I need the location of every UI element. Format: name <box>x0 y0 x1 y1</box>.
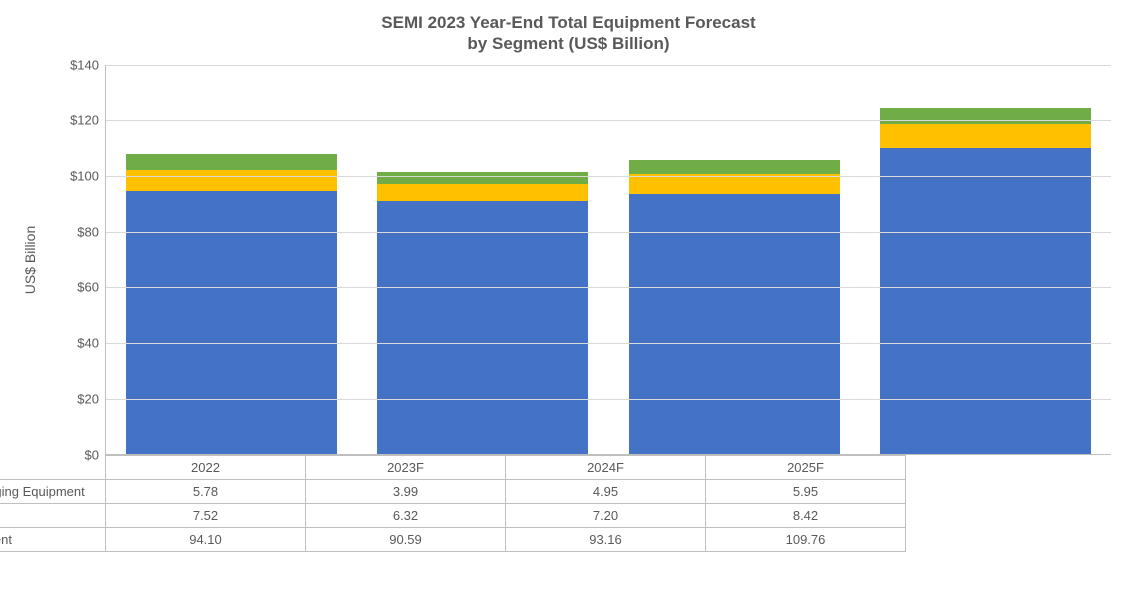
table-value-cell: 94.10 <box>106 527 306 551</box>
stacked-bar <box>377 172 588 453</box>
table-value-cell: 93.16 <box>506 527 706 551</box>
table-value-cell: 5.95 <box>706 479 906 503</box>
table-value-cell: 4.95 <box>506 479 706 503</box>
table-value-cell: 109.76 <box>706 527 906 551</box>
table-value-cell: 5.78 <box>106 479 306 503</box>
data-table: 20222023F2024F2025FAssembly & Packaging … <box>0 455 906 552</box>
plot-area <box>105 65 1111 455</box>
bar-segment <box>880 108 1091 125</box>
table-row: Assembly & Packaging Equipment 5.783.994.… <box>0 479 906 503</box>
bar-slot <box>609 65 860 454</box>
gridline <box>106 343 1111 344</box>
table-value-cell: 7.20 <box>506 503 706 527</box>
y-tick-label: $20 <box>77 391 99 406</box>
gridline <box>106 65 1111 66</box>
legend-row-header: Test Equipment <box>0 503 106 527</box>
table-value-cell: 90.59 <box>306 527 506 551</box>
bar-segment <box>629 160 840 174</box>
bar-slot <box>860 65 1111 454</box>
legend-series-name: Wafer Fab Equipment <box>0 532 12 547</box>
chart-container: SEMI 2023 Year-End Total Equipment Forec… <box>0 0 1137 599</box>
y-tick-label: $40 <box>77 336 99 351</box>
table-value-cell: 7.52 <box>106 503 306 527</box>
y-axis-label: US$ Billion <box>22 225 38 293</box>
table-column-header: 2024F <box>506 455 706 479</box>
bar-segment <box>126 170 337 191</box>
bar-slot <box>357 65 608 454</box>
y-tick-label: $80 <box>77 224 99 239</box>
bar-segment <box>377 172 588 183</box>
y-tick-label: $100 <box>70 168 99 183</box>
plot-row: US$ Billion $0$20$40$60$80$100$120$140 <box>0 65 1137 455</box>
table-column-header: 2025F <box>706 455 906 479</box>
bar-slot <box>106 65 357 454</box>
stacked-bar <box>126 154 337 453</box>
bar-segment <box>629 194 840 454</box>
stacked-bar <box>880 108 1091 454</box>
gridline <box>106 232 1111 233</box>
bar-segment <box>126 154 337 170</box>
y-tick-label: $140 <box>70 57 99 72</box>
table-corner-blank <box>0 455 106 479</box>
chart-title-line2: by Segment (US$ Billion) <box>467 34 669 53</box>
gridline <box>106 120 1111 121</box>
bars-container <box>106 65 1111 454</box>
y-axis-label-cell: US$ Billion <box>0 65 60 455</box>
bar-segment <box>377 184 588 202</box>
table-header-row: 20222023F2024F2025F <box>0 455 906 479</box>
table-value-cell: 3.99 <box>306 479 506 503</box>
chart-title: SEMI 2023 Year-End Total Equipment Forec… <box>0 12 1137 55</box>
legend-series-name: Assembly & Packaging Equipment <box>0 484 85 499</box>
table-row: Wafer Fab Equipment 94.1090.5993.16109.76 <box>0 527 906 551</box>
table-value-cell: 8.42 <box>706 503 906 527</box>
y-tick-label: $120 <box>70 113 99 128</box>
table-value-cell: 6.32 <box>306 503 506 527</box>
legend-row-header: Wafer Fab Equipment <box>0 527 106 551</box>
chart-title-line1: SEMI 2023 Year-End Total Equipment Forec… <box>381 13 755 32</box>
legend-row-header: Assembly & Packaging Equipment <box>0 479 106 503</box>
gridline <box>106 176 1111 177</box>
bar-segment <box>880 148 1091 454</box>
y-axis-ticks: $0$20$40$60$80$100$120$140 <box>60 65 105 455</box>
gridline <box>106 399 1111 400</box>
bar-segment <box>377 201 588 453</box>
stacked-bar <box>629 160 840 453</box>
y-tick-label: $60 <box>77 280 99 295</box>
table-column-header: 2022 <box>106 455 306 479</box>
data-table-wrap: 20222023F2024F2025FAssembly & Packaging … <box>0 455 1137 552</box>
gridline <box>106 287 1111 288</box>
bar-segment <box>880 124 1091 147</box>
bar-segment <box>629 174 840 194</box>
table-row: Test Equipment7.526.327.208.42 <box>0 503 906 527</box>
table-column-header: 2023F <box>306 455 506 479</box>
